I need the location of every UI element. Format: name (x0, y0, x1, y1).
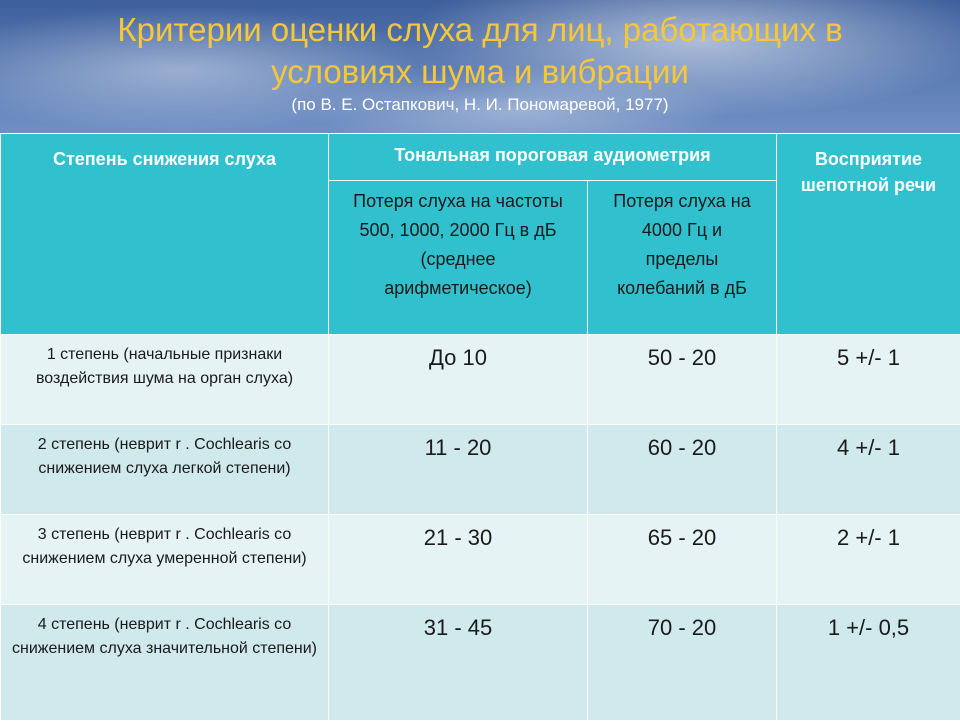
cell-loss-4000: 70 - 20 (588, 605, 777, 721)
title-line-2: условиях шума и вибрации (0, 52, 960, 92)
title-line-1: Критерии оценки слуха для лиц, работающи… (0, 10, 960, 50)
cell-loss-4000: 60 - 20 (588, 425, 777, 515)
cell-degree: 1 степень (начальные признаки воздействи… (1, 335, 329, 425)
header-whisper: Восприятие шепотной речи (777, 134, 960, 335)
cell-loss-500: До 10 (329, 335, 588, 425)
header-degree: Степень снижения слуха (1, 134, 329, 335)
title-subtitle: (по В. Е. Остапкович, Н. И. Пономаревой,… (0, 94, 960, 116)
cell-degree: 3 степень (неврит r . Cochlearis со сниж… (1, 515, 329, 605)
table-row: 4 степень (неврит r . Cochlearis со сниж… (1, 605, 960, 721)
cell-whisper: 1 +/- 0,5 (777, 605, 960, 721)
header-audiometry: Тональная пороговая аудиометрия (329, 134, 777, 181)
cell-whisper: 2 +/- 1 (777, 515, 960, 605)
cell-whisper: 5 +/- 1 (777, 335, 960, 425)
table-row: 2 степень (неврит r . Cochlearis со сниж… (1, 425, 960, 515)
table-row: 3 степень (неврит r . Cochlearis со сниж… (1, 515, 960, 605)
cell-whisper: 4 +/- 1 (777, 425, 960, 515)
header-loss-500: Потеря слуха на частоты 500, 1000, 2000 … (329, 181, 588, 335)
cell-loss-4000: 50 - 20 (588, 335, 777, 425)
hearing-criteria-table: Степень снижения слуха Тональная порогов… (0, 133, 960, 721)
cell-loss-4000: 65 - 20 (588, 515, 777, 605)
cell-degree: 4 степень (неврит r . Cochlearis со сниж… (1, 605, 329, 721)
cell-loss-500: 31 - 45 (329, 605, 588, 721)
cell-loss-500: 21 - 30 (329, 515, 588, 605)
table-row: 1 степень (начальные признаки воздействи… (1, 335, 960, 425)
cell-degree: 2 степень (неврит r . Cochlearis со сниж… (1, 425, 329, 515)
slide-title: Критерии оценки слуха для лиц, работающи… (0, 0, 960, 132)
header-loss-4000: Потеря слуха на 4000 Гц и пределы колеба… (588, 181, 777, 335)
cell-loss-500: 11 - 20 (329, 425, 588, 515)
